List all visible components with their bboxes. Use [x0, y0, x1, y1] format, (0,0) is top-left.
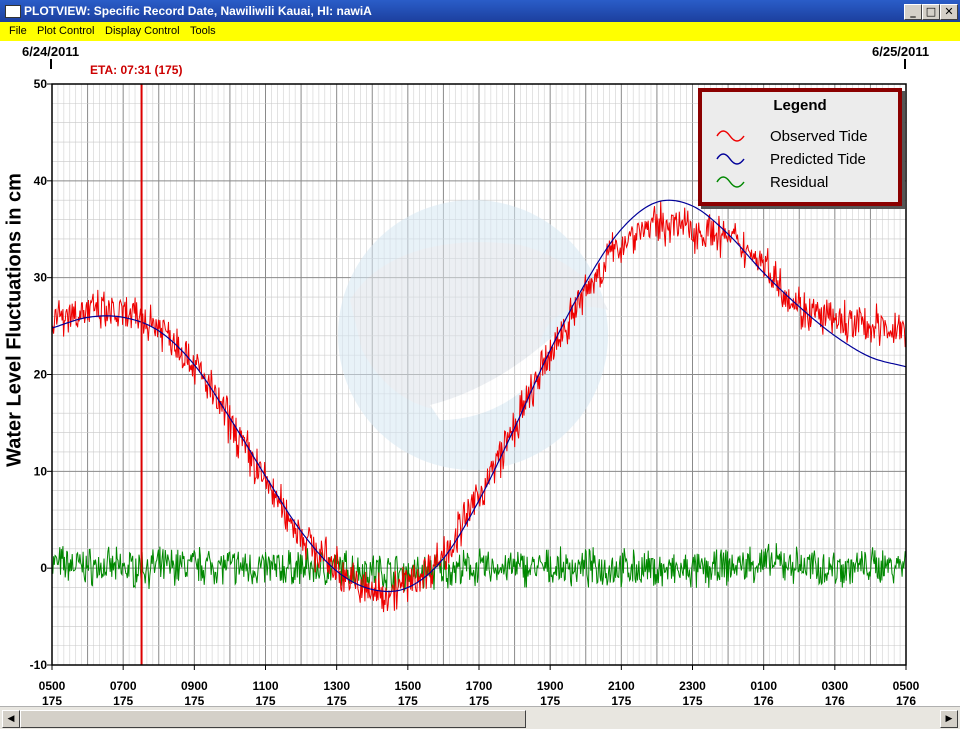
x-tick-time-label: 2100	[608, 679, 635, 693]
x-tick-day-label: 176	[754, 694, 774, 706]
x-tick-time-label: 0300	[821, 679, 848, 693]
x-tick-time-label: 0100	[750, 679, 777, 693]
series-predicted-tide	[51, 199, 907, 593]
x-tick-time-label: 0900	[181, 679, 208, 693]
eta-label: ETA: 07:31 (175)	[90, 63, 183, 77]
x-tick-day-label: 175	[469, 694, 489, 706]
legend-label-observed: Observed Tide	[770, 128, 868, 145]
date-tick-left	[50, 59, 52, 69]
y-tick-label: 50	[34, 77, 48, 91]
x-tick-time-label: 0500	[893, 679, 920, 693]
window-title: PLOTVIEW: Specific Record Date, Nawiliwi…	[24, 4, 372, 18]
x-tick-day-label: 175	[42, 694, 62, 706]
x-tick-day-label: 175	[184, 694, 204, 706]
maximize-button[interactable]: □	[922, 4, 940, 20]
legend-box: Legend Observed Tide Predicted Tide Resi…	[698, 88, 902, 206]
series-residual	[51, 543, 907, 594]
x-tick-day-label: 175	[255, 694, 275, 706]
menu-file[interactable]: File	[9, 25, 27, 37]
x-tick-day-label: 175	[540, 694, 560, 706]
app-icon	[5, 5, 21, 18]
x-tick-day-label: 176	[896, 694, 916, 706]
menu-bar: File Plot Control Display Control Tools	[0, 22, 960, 41]
noaa-logo-watermark	[338, 200, 608, 470]
legend-swatch-residual	[716, 176, 745, 188]
menu-plot-control[interactable]: Plot Control	[37, 25, 95, 37]
scroll-left-arrow-icon[interactable]: ◀	[2, 710, 20, 728]
y-tick-label: 20	[34, 368, 48, 382]
legend-label-predicted: Predicted Tide	[770, 151, 866, 168]
horizontal-scrollbar[interactable]: ◀ ▶	[0, 706, 960, 729]
x-tick-day-label: 175	[398, 694, 418, 706]
minimize-button[interactable]: _	[904, 4, 922, 20]
x-tick-time-label: 1900	[537, 679, 564, 693]
legend-swatch-observed	[716, 130, 745, 142]
window-title-bar[interactable]: PLOTVIEW: Specific Record Date, Nawiliwi…	[0, 0, 960, 22]
x-tick-day-label: 175	[682, 694, 702, 706]
x-tick-day-label: 175	[327, 694, 347, 706]
x-tick-time-label: 0500	[39, 679, 66, 693]
x-tick-time-label: 1500	[394, 679, 421, 693]
x-tick-day-label: 176	[825, 694, 845, 706]
y-tick-label: 40	[34, 174, 48, 188]
menu-display-control[interactable]: Display Control	[105, 25, 180, 37]
y-tick-label: -10	[30, 658, 48, 672]
legend-swatch-predicted	[716, 153, 745, 165]
x-tick-day-label: 175	[113, 694, 133, 706]
x-tick-time-label: 1100	[252, 679, 278, 693]
date-label-right: 6/25/2011	[872, 44, 930, 59]
x-tick-time-label: 1300	[323, 679, 350, 693]
series-observed-tide	[51, 200, 907, 613]
scroll-right-arrow-icon[interactable]: ▶	[940, 710, 958, 728]
scroll-thumb[interactable]	[20, 710, 526, 728]
date-label-left: 6/24/2011	[22, 44, 80, 59]
x-tick-time-label: 2300	[679, 679, 706, 693]
y-tick-label: 30	[34, 271, 48, 285]
date-tick-right	[904, 59, 906, 69]
menu-tools[interactable]: Tools	[190, 25, 216, 37]
x-tick-time-label: 1700	[466, 679, 493, 693]
close-button[interactable]: ✕	[940, 4, 958, 20]
x-tick-time-label: 0700	[110, 679, 137, 693]
x-tick-day-label: 175	[611, 694, 631, 706]
y-tick-label: 0	[40, 561, 47, 575]
legend-title: Legend	[773, 97, 827, 114]
legend-label-residual: Residual	[770, 174, 829, 191]
y-tick-label: 10	[34, 464, 48, 478]
